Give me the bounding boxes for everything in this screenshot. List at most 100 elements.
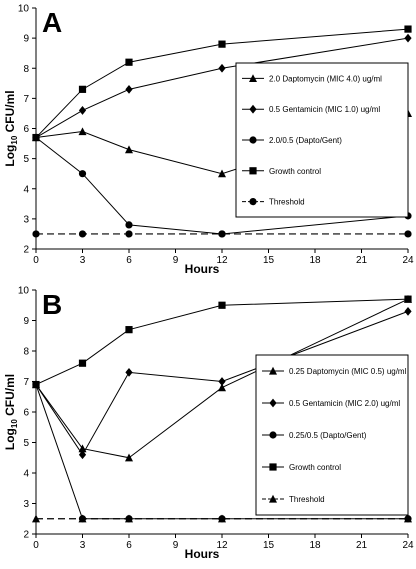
x-tick-label: 0 — [33, 255, 39, 266]
data-point-triangle — [125, 453, 133, 462]
legend: 0.25 Daptomycin (MIC 0.5) ug/ml 0.5 Genta… — [255, 354, 409, 516]
y-axis-title: Log10 CFU/ml — [3, 90, 19, 166]
x-axis-title: Hours — [185, 547, 220, 561]
legend-entry: 2.0/0.5 (Dapto/Gent) — [269, 136, 342, 145]
x-tick-label: 24 — [402, 255, 414, 266]
data-point-circle — [78, 170, 87, 178]
x-tick-label: 3 — [80, 255, 86, 266]
series-4 — [32, 230, 412, 238]
data-point-triangle — [218, 169, 226, 178]
y-tick-label: 10 — [18, 286, 30, 297]
x-axis-title: Hours — [185, 262, 220, 276]
y-axis-title-prefix: Log — [3, 428, 17, 450]
y-tick-label: 7 — [23, 94, 29, 105]
legend-marker-triangle — [249, 74, 257, 82]
data-point-diamond — [218, 377, 226, 386]
data-point-diamond — [218, 63, 226, 73]
data-point-square — [32, 380, 40, 389]
x-tick-label: 18 — [309, 255, 321, 266]
y-axis-title-subscript: 10 — [10, 135, 19, 144]
legend: 2.0 Daptomycin (MIC 4.0) ug/ml 0.5 Gentam… — [235, 62, 409, 218]
data-point-square — [125, 326, 133, 334]
legend-marker-square — [249, 167, 257, 175]
data-point-diamond — [125, 84, 133, 94]
y-tick-label: 7 — [23, 377, 29, 388]
x-tick-label: 15 — [263, 540, 275, 551]
series-4 — [32, 514, 412, 523]
data-point-square — [32, 133, 40, 142]
legend-marker-circle — [269, 431, 277, 439]
x-tick-label: 21 — [356, 540, 368, 551]
x-tick-label: 9 — [173, 540, 179, 551]
y-tick-label: 9 — [23, 34, 29, 45]
y-axis-title-subscript: 10 — [10, 419, 19, 428]
data-point-circle — [125, 230, 133, 238]
x-tick-label: 18 — [309, 540, 321, 551]
x-tick-label: 0 — [33, 540, 39, 551]
data-point-circle — [125, 221, 133, 229]
y-axis-title: Log10 CFU/ml — [3, 374, 19, 450]
y-tick-label: 6 — [23, 408, 29, 419]
data-point-square — [218, 40, 226, 48]
data-point-triangle — [218, 383, 226, 392]
legend-marker-circle — [249, 198, 257, 206]
y-tick-label: 4 — [23, 184, 29, 195]
y-axis-title-suffix: CFU/ml — [3, 374, 17, 419]
y-tick-label: 10 — [18, 4, 30, 15]
legend-marker-triangle — [269, 366, 277, 375]
y-tick-label: 2 — [23, 245, 29, 256]
legend-marker-square — [269, 463, 277, 471]
data-point-triangle — [125, 514, 133, 523]
x-tick-label: 21 — [356, 255, 368, 266]
data-point-circle — [404, 230, 412, 238]
x-tick-label: 9 — [173, 255, 179, 266]
legend-entry: Growth control — [289, 463, 341, 472]
data-point-square — [78, 85, 87, 93]
y-axis-title-prefix: Log — [3, 145, 17, 167]
x-tick-label: 12 — [216, 540, 228, 551]
x-tick-label: 3 — [80, 540, 86, 551]
legend-entry: Threshold — [289, 495, 325, 504]
x-tick-label: 6 — [126, 540, 132, 551]
x-tick-label: 6 — [126, 255, 132, 266]
panel-label: A — [42, 7, 62, 38]
data-point-triangle — [32, 514, 40, 523]
data-point-triangle — [218, 514, 226, 523]
panel-label: B — [42, 289, 62, 320]
y-tick-label: 9 — [23, 316, 29, 327]
legend-entry: Threshold — [269, 198, 305, 207]
series-3 — [32, 25, 412, 142]
y-tick-label: 8 — [23, 64, 29, 75]
y-tick-label: 8 — [23, 347, 29, 358]
data-point-diamond — [78, 450, 87, 460]
data-point-diamond — [78, 106, 87, 115]
data-point-square — [404, 25, 412, 33]
data-point-triangle — [78, 127, 87, 136]
legend-entry: Growth control — [269, 167, 321, 176]
y-tick-label: 5 — [23, 154, 29, 165]
legend-entry: 0.5 Gentamicin (MIC 1.0) ug/ml — [269, 105, 380, 114]
y-tick-label: 4 — [23, 469, 29, 480]
x-tick-label: 15 — [263, 255, 275, 266]
data-point-diamond — [125, 367, 133, 377]
legend-entry: 0.25/0.5 (Dapto/Gent) — [289, 431, 367, 440]
data-point-circle — [32, 230, 40, 238]
y-tick-label: 5 — [23, 438, 29, 449]
data-point-square — [78, 359, 87, 367]
y-tick-label: 3 — [23, 499, 29, 510]
legend-marker-circle — [249, 136, 257, 144]
data-point-triangle — [404, 514, 412, 523]
data-point-square — [218, 301, 226, 309]
legend-box — [235, 62, 409, 218]
data-point-triangle — [78, 514, 87, 523]
data-point-circle — [218, 230, 226, 238]
data-point-square — [125, 58, 133, 66]
y-tick-label: 6 — [23, 124, 29, 135]
legend-marker-diamond — [269, 398, 277, 408]
x-tick-label: 24 — [402, 540, 414, 551]
data-point-triangle — [125, 145, 133, 154]
series-3 — [32, 295, 412, 389]
data-point-square — [404, 295, 412, 303]
